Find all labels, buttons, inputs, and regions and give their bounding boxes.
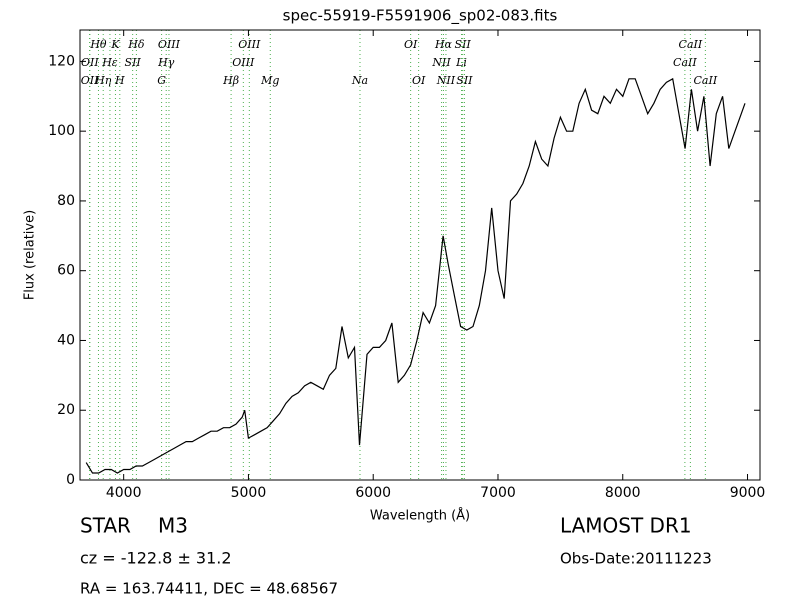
spectral-line-label: K xyxy=(110,38,120,51)
spectral-line-label: NII xyxy=(431,56,451,69)
subclass: M3 xyxy=(158,514,188,538)
obs-date: Obs-Date:20111223 xyxy=(560,550,712,568)
spectral-line-label: Na xyxy=(351,74,368,87)
x-tick-label: 9000 xyxy=(730,485,766,501)
spectrum-line xyxy=(85,77,746,474)
y-tick-label: 40 xyxy=(57,332,75,348)
spectral-line-label: Hθ xyxy=(89,38,107,51)
spectral-line-label: SII xyxy=(455,38,472,51)
x-tick-label: 5000 xyxy=(231,485,267,501)
spectral-line-label: OII xyxy=(81,56,99,69)
x-tick-label: 4000 xyxy=(106,485,142,501)
spectral-line-label: OIII xyxy=(158,38,181,51)
spectral-line-label: H xyxy=(114,74,125,87)
survey: LAMOST DR1 xyxy=(560,514,692,538)
spectral-line-label: OI xyxy=(404,38,418,51)
spectral-line-label: OIII xyxy=(238,38,261,51)
spectral-line-label: G xyxy=(157,74,166,87)
y-tick-label: 120 xyxy=(48,53,75,69)
x-tick-label: 7000 xyxy=(480,485,516,501)
spectral-line-label: Hβ xyxy=(222,74,239,87)
y-tick-label: 60 xyxy=(57,263,75,279)
x-tick-label: 8000 xyxy=(605,485,641,501)
redshift: cz = -122.8 ± 31.2 xyxy=(80,549,232,568)
spectral-line-label: CaII xyxy=(694,74,718,87)
plot-frame xyxy=(79,29,761,481)
coords: RA = 163.74411, DEC = 48.68567 xyxy=(80,580,338,598)
chart-title: spec-55919-F5591906_sp02-083.fits xyxy=(283,7,558,26)
spectral-line-label: Hε xyxy=(101,56,118,69)
y-tick-label: 100 xyxy=(48,123,75,139)
object-class: STAR xyxy=(80,514,131,538)
y-axis-label: Flux (relative) xyxy=(23,210,38,300)
x-tick-label: 6000 xyxy=(355,485,391,501)
spectral-line-label: OII xyxy=(81,74,99,87)
spectral-line-label: Hα xyxy=(434,38,453,51)
spectral-line-label: SII xyxy=(125,56,142,69)
spectral-line-label: CaII xyxy=(673,56,697,69)
y-tick-label: 80 xyxy=(57,193,75,209)
spectral-line-label: Hδ xyxy=(127,38,145,51)
spectral-line-label: OIII xyxy=(232,56,255,69)
spectral-line-label: Li xyxy=(455,56,467,69)
spectral-line-label: Mg xyxy=(260,74,279,87)
spectral-line-label: CaII xyxy=(679,38,703,51)
spectral-line-label: OI xyxy=(412,74,426,87)
spectral-line-label: Hγ xyxy=(157,56,175,69)
y-tick-label: 0 xyxy=(66,472,75,488)
y-tick-label: 20 xyxy=(57,402,75,418)
spectral-line-label: NII xyxy=(436,74,456,87)
x-axis-label: Wavelength (Å) xyxy=(370,508,470,524)
spectral-line-label: Hη xyxy=(94,74,112,87)
spectral-line-label: SII xyxy=(456,74,473,87)
